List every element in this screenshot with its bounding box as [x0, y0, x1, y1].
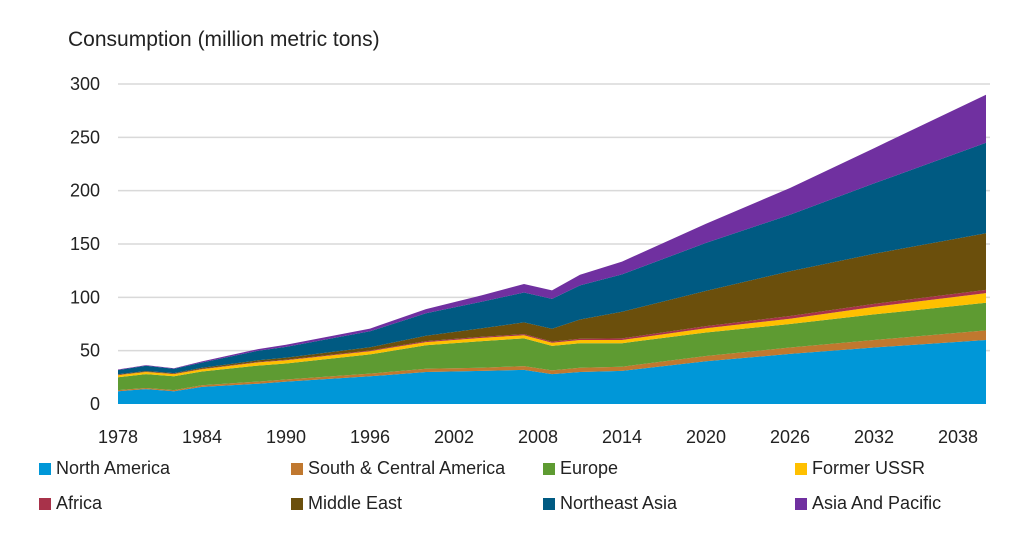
legend-item: Middle East	[291, 493, 402, 514]
legend-swatch	[795, 497, 807, 510]
area-middle-east	[118, 233, 986, 375]
y-tick-label: 300	[70, 74, 100, 94]
legend-item: Former USSR	[795, 458, 925, 479]
x-tick-label: 2014	[602, 427, 642, 447]
y-tick-label: 250	[70, 127, 100, 147]
legend-label: South & Central America	[308, 458, 506, 478]
legend-label: Asia And Pacific	[812, 493, 942, 513]
legend-label: Northeast Asia	[560, 493, 678, 513]
x-tick-label: 2020	[686, 427, 726, 447]
x-tick-label: 1978	[98, 427, 138, 447]
legend-label: Africa	[56, 493, 103, 513]
legend-item: Northeast Asia	[543, 493, 677, 514]
legend-item: South & Central America	[291, 458, 505, 479]
y-tick-label: 100	[70, 287, 100, 307]
legend-swatch	[39, 497, 51, 510]
legend-swatch	[291, 497, 303, 510]
legend-swatch	[291, 462, 303, 475]
x-tick-labels: 1978 1984 1990 1996 2002 2008 2014 2020 2026 2032…	[98, 427, 978, 447]
areas	[118, 94, 986, 404]
legend-label: Former USSR	[812, 458, 926, 478]
y-tick-label: 0	[90, 394, 100, 414]
y-tick-label: 150	[70, 234, 100, 254]
legend-item: North America	[39, 458, 170, 479]
x-tick-label: 1990	[266, 427, 306, 447]
x-tick-label: 1996	[350, 427, 390, 447]
area-south-central-america	[118, 330, 986, 392]
legend-swatch	[543, 497, 555, 510]
legend-swatch	[39, 462, 51, 475]
area-north-america	[118, 340, 986, 404]
area-europe	[118, 302, 986, 391]
x-tick-label: 2008	[518, 427, 558, 447]
x-tick-label: 1984	[182, 427, 222, 447]
legend-label: North America	[56, 458, 171, 478]
legend-swatch	[543, 462, 555, 475]
x-tick-label: 2026	[770, 427, 810, 447]
y-tick-labels: 0 50 100 150 200 250 300	[70, 74, 100, 414]
y-tick-label: 200	[70, 181, 100, 201]
y-tick-label: 50	[80, 341, 100, 361]
area-northeast-asia	[118, 142, 986, 375]
legend-label: Middle East	[308, 493, 403, 513]
legend-item: Europe	[543, 458, 618, 479]
x-tick-label: 2038	[938, 427, 978, 447]
legend-label: Europe	[560, 458, 619, 478]
y-axis-label: Consumption (million metric tons)	[68, 28, 380, 51]
area-former-ussr	[118, 293, 986, 378]
legend-swatch	[795, 462, 807, 475]
legend-item: Africa	[39, 493, 102, 514]
x-tick-label: 2002	[434, 427, 474, 447]
x-tick-label: 2032	[854, 427, 894, 447]
legend-item: Asia And Pacific	[795, 493, 941, 514]
